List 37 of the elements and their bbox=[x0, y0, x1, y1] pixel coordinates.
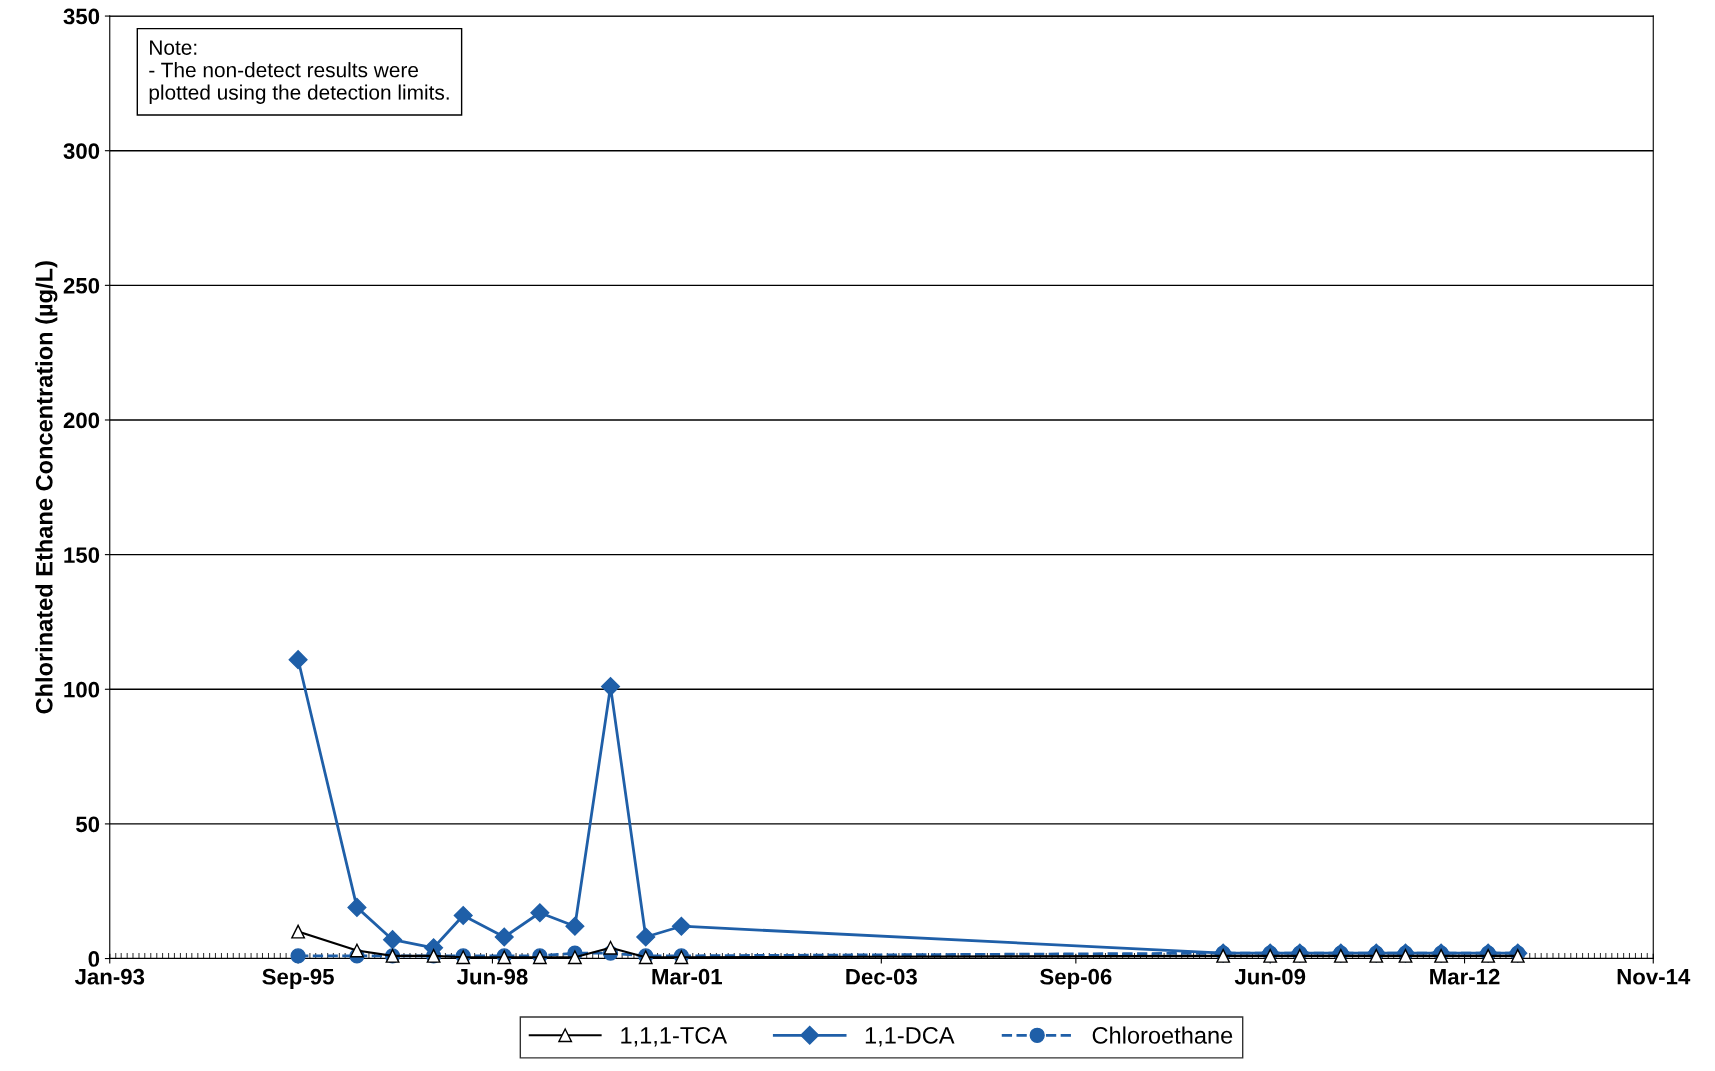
x-tick-label: Jan-93 bbox=[74, 968, 145, 985]
point bbox=[565, 916, 585, 936]
point bbox=[567, 950, 582, 965]
x-tick-label: Sep-95 bbox=[262, 968, 334, 989]
x-tick-label: Nov-14 bbox=[1617, 969, 1691, 985]
point bbox=[600, 677, 621, 697]
point bbox=[453, 905, 473, 925]
y-axis-title: Chlorinated Ethane Concentration (µg/L) bbox=[35, 261, 58, 714]
annotation: Note: - The non-detect results were plotted using the detection limits. bbox=[149, 40, 449, 104]
point bbox=[671, 916, 691, 936]
point bbox=[288, 650, 308, 670]
point bbox=[347, 897, 367, 917]
y-tick-label: 250 bbox=[63, 277, 100, 294]
y-tick-label: 350 bbox=[63, 8, 100, 25]
legend-label: 1,1-DCA bbox=[865, 1027, 955, 1047]
x-tick-label: Jun-09 bbox=[1234, 968, 1306, 985]
point bbox=[530, 903, 550, 923]
x-tick-label: Mar-12 bbox=[1430, 968, 1500, 985]
legend-label: Chloroethane bbox=[1092, 1026, 1233, 1044]
y-tick-label: 200 bbox=[63, 412, 100, 429]
point bbox=[291, 924, 306, 939]
point bbox=[349, 943, 364, 958]
y-tick-label: 50 bbox=[76, 816, 100, 833]
y-tick-label: 0 bbox=[88, 951, 100, 967]
x-tick-label: Sep-06 bbox=[1040, 968, 1112, 989]
y-tick-label: 100 bbox=[64, 681, 100, 698]
point bbox=[383, 930, 403, 950]
y-tick-label: 150 bbox=[64, 547, 100, 563]
point bbox=[290, 948, 306, 964]
point bbox=[494, 927, 514, 947]
x-tick-label: Dec-03 bbox=[846, 968, 917, 985]
y-tick-label: 300 bbox=[63, 143, 100, 160]
point bbox=[636, 927, 656, 947]
legend-label: 1,1,1-TCA bbox=[621, 1027, 728, 1047]
x-tick-label: Mar-01 bbox=[652, 968, 722, 985]
x-tick-label: Jun-98 bbox=[456, 968, 528, 985]
point bbox=[603, 940, 618, 955]
